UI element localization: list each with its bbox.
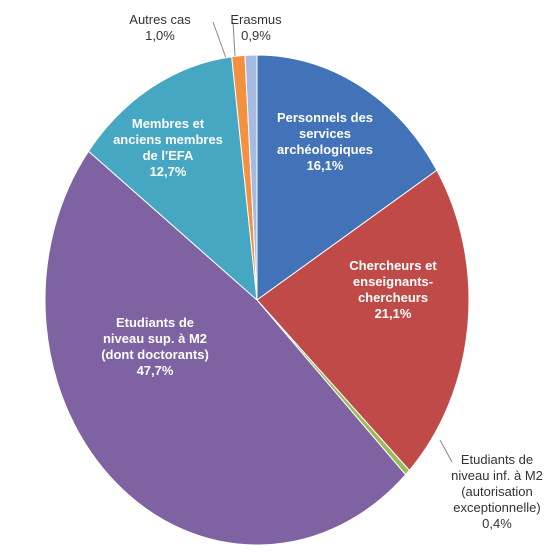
slice-label: Chercheurs et enseignants-chercheurs 21,1… [333, 258, 453, 322]
pie-slice [256, 169, 470, 472]
category-name: Etudiants de niveau sup. à M2 (dont doct… [101, 315, 209, 362]
value-label: 16,1% [306, 158, 344, 173]
pie-slice [256, 54, 438, 301]
value-label: 1,0% [145, 28, 175, 43]
slice-label: Erasmus 0,9% [221, 12, 291, 44]
value-label: 21,1% [374, 306, 412, 321]
category-name: Etudiants de niveau inf. à M2 (autorisat… [451, 452, 543, 515]
value-label: 0,4% [482, 516, 512, 531]
slice-label: Etudiants de niveau sup. à M2 (dont doct… [95, 315, 215, 379]
slice-label: Personnels des services archéologiques 16… [260, 110, 390, 174]
value-label: 12,7% [149, 164, 187, 179]
slice-label: Etudiants de niveau inf. à M2 (autorisat… [442, 452, 551, 532]
slice-label: Membres et anciens membres de l'EFA 12,7% [113, 116, 223, 180]
value-label: 0,9% [241, 28, 271, 43]
category-name: Personnels des services archéologiques [276, 110, 374, 157]
category-name: Chercheurs et enseignants-chercheurs [349, 258, 437, 305]
value-label: 47,7% [136, 363, 174, 378]
pie-slice [87, 56, 258, 302]
leader-line [232, 21, 236, 57]
category-name: Membres et anciens membres de l'EFA [113, 116, 223, 163]
leader-line [212, 21, 227, 59]
category-name: Autres cas [129, 12, 191, 27]
category-name: Erasmus [230, 12, 282, 27]
pie-slice [44, 150, 407, 546]
slice-label: Autres cas 1,0% [120, 12, 200, 44]
leader-line [439, 439, 453, 463]
pie-slice [244, 54, 258, 301]
